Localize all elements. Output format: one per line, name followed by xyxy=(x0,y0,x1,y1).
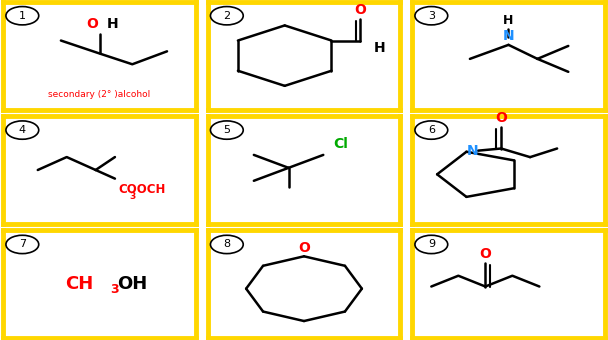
Text: O: O xyxy=(496,111,507,125)
Text: O: O xyxy=(86,17,98,31)
Text: 2: 2 xyxy=(223,11,230,21)
Text: 6: 6 xyxy=(428,125,435,135)
Text: 3: 3 xyxy=(130,191,136,201)
Text: 7: 7 xyxy=(19,239,26,250)
Text: 5: 5 xyxy=(223,125,230,135)
Text: 9: 9 xyxy=(428,239,435,250)
Text: H: H xyxy=(107,17,119,31)
Text: H: H xyxy=(374,41,385,55)
Text: O: O xyxy=(354,3,367,17)
Text: 1: 1 xyxy=(19,11,26,21)
Text: 3: 3 xyxy=(110,283,119,296)
Text: O: O xyxy=(298,241,310,255)
Text: COOCH: COOCH xyxy=(119,183,166,196)
Text: H: H xyxy=(503,14,514,27)
Text: OH: OH xyxy=(117,275,147,293)
Text: CH: CH xyxy=(65,275,93,293)
Text: O: O xyxy=(480,246,491,261)
Text: secondary (2° )alcohol: secondary (2° )alcohol xyxy=(49,90,151,99)
Text: Cl: Cl xyxy=(333,137,348,151)
Text: N: N xyxy=(503,29,514,43)
Text: N: N xyxy=(466,144,478,158)
Text: 4: 4 xyxy=(19,125,26,135)
Text: 3: 3 xyxy=(428,11,435,21)
Text: 8: 8 xyxy=(223,239,230,250)
